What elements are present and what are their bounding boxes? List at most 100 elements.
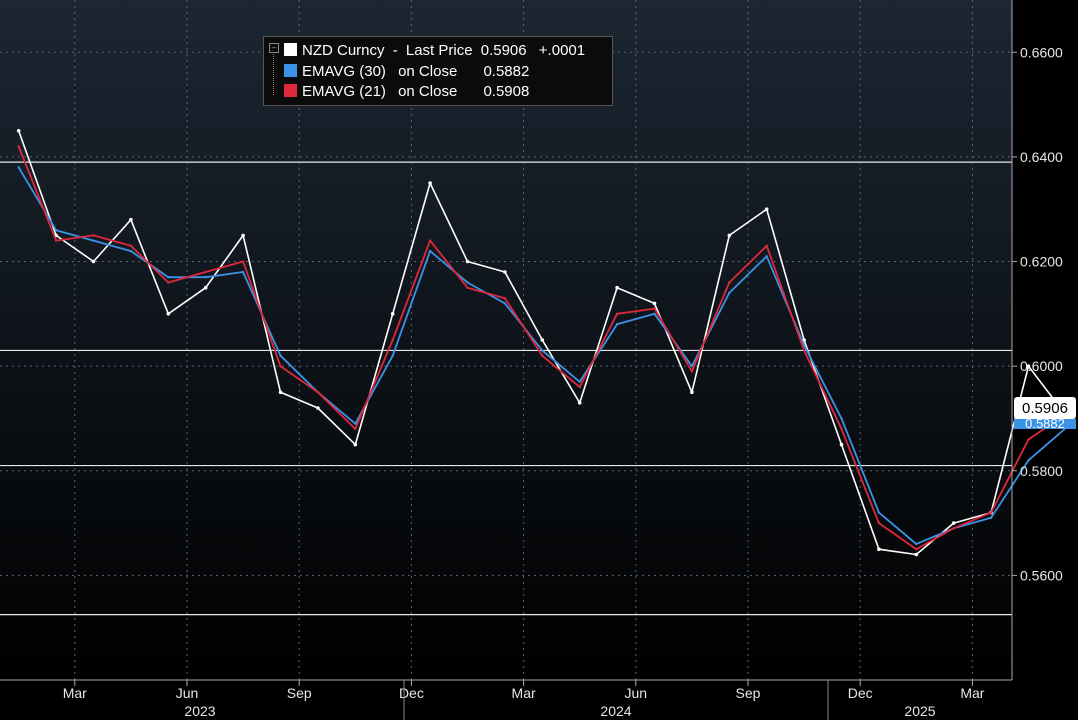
series-1-point-14: [541, 349, 544, 352]
series-0-point-20: [764, 207, 769, 211]
series-0-point-18: [690, 390, 694, 395]
series-1-point-23: [877, 511, 881, 514]
axes: [0, 0, 1013, 681]
legend-swatch-ema21: [284, 84, 297, 97]
x-tick-label-1: Jun: [176, 685, 199, 701]
series-1-point-5: [204, 276, 207, 279]
x-tick-labels: Mar Jun Sep Dec Mar Jun Sep Dec Mar 2023 2024 2025: [63, 680, 985, 720]
series-0-point-16: [615, 285, 619, 290]
series-1-point-20: [765, 255, 768, 258]
legend-collapse-icon[interactable]: –: [269, 43, 279, 53]
y-tick-label-2: 0.6000: [1020, 358, 1063, 374]
series-2-point-20: [765, 244, 768, 247]
series-2-point-6: [241, 260, 245, 263]
series-0-point-4: [166, 312, 171, 316]
series-2-point-15: [578, 385, 581, 389]
series-1-point-7: [279, 354, 282, 357]
series-1-point-6: [241, 270, 245, 274]
ema30-tag-label: 0.5882: [1025, 416, 1065, 431]
series-0-point-19: [727, 233, 732, 238]
series-0-point-9: [353, 442, 358, 447]
series-0-point-8: [316, 406, 320, 410]
series-0-point-27: [1026, 364, 1031, 369]
y-tick-label-1: 0.5800: [1020, 463, 1063, 479]
x-tick-label-6: Sep: [736, 685, 761, 701]
legend-price-label: NZD Curncy: [302, 42, 385, 59]
x-tick-label-7: Dec: [848, 685, 873, 701]
series-1-point-10: [391, 354, 394, 357]
series-0-point-24: [914, 552, 919, 557]
legend-swatch-ema30: [284, 64, 297, 77]
y-tick-label-0: 0.5600: [1020, 567, 1063, 583]
ema30-tag: [1014, 419, 1076, 429]
series-2-point-26: [989, 511, 993, 514]
series-0-point-23: [877, 547, 881, 551]
series-1-point-21: [802, 344, 806, 347]
series-0-point-2: [91, 259, 96, 264]
legend: – NZD Curncy - Last Price 0.5906 +.0001 …: [263, 36, 613, 106]
x-tick-label-2: Sep: [287, 685, 312, 701]
legend-swatch-price: [284, 43, 297, 56]
x-tick-label-5: Jun: [625, 685, 648, 701]
series-2-point-18: [690, 370, 694, 373]
series-layer: [16, 129, 1068, 557]
x-tick-label-4: Mar: [512, 685, 536, 701]
series-2-point-24: [915, 548, 918, 551]
series-2-point-7: [279, 365, 282, 368]
legend-ema21-field: on Close: [398, 83, 458, 100]
legend-price-value: 0.5906: [480, 42, 527, 59]
series-2-point-9: [354, 427, 357, 431]
legend-tree-line: [273, 45, 283, 95]
series-2-point-23: [877, 521, 881, 525]
y-tick-labels: 0.5600 0.5800 0.6000 0.6200 0.6400 0.6600: [1012, 44, 1063, 583]
legend-ema21-label: EMAVG (21): [302, 83, 386, 100]
year-label-1: 2024: [600, 703, 631, 719]
legend-row-ema21[interactable]: EMAVG (21) on Close 0.5908: [284, 82, 529, 102]
series-2-point-19: [728, 281, 731, 284]
series-0-point-7: [278, 390, 283, 395]
x-tick-label-8: Mar: [960, 685, 984, 701]
series-0-point-6: [241, 233, 245, 238]
series-0-point-3: [129, 217, 133, 222]
y-tick-label-5: 0.6600: [1020, 44, 1063, 60]
series-1-point-24: [915, 542, 918, 546]
series-2-point-4: [167, 281, 170, 284]
series-1-point-17: [653, 312, 656, 315]
series-2-point-16: [615, 312, 619, 315]
series-1-point-4: [167, 276, 170, 279]
series-2-point-21: [802, 349, 806, 352]
series-2-point-13: [503, 297, 507, 300]
last-price-tag-label: 0.5906: [1022, 400, 1068, 417]
plot-area: [0, 0, 1012, 680]
horizontal-levels: [0, 161, 1012, 616]
series-2-point-8: [316, 391, 320, 394]
series-2-point-2: [92, 234, 95, 237]
legend-row-ema30[interactable]: EMAVG (30) on Close 0.5882: [284, 62, 529, 82]
series-2-point-14: [541, 354, 544, 357]
series-1-point-2: [92, 239, 95, 242]
series-1-point-3: [129, 249, 133, 253]
y-tick-label-4: 0.6400: [1020, 149, 1063, 165]
series-0-point-12: [465, 259, 470, 264]
year-label-2: 2025: [904, 703, 935, 719]
legend-ema30-field: on Close: [398, 63, 458, 80]
series-1-point-22: [840, 417, 843, 420]
series-2-point-27: [1027, 438, 1030, 441]
series-2-point-22: [840, 427, 843, 431]
series-1-point-19: [728, 291, 731, 295]
series-2-point-3: [129, 244, 133, 247]
series-1-point-16: [615, 323, 619, 326]
legend-price-change: +.0001: [538, 42, 586, 59]
series-0-point-0: [16, 129, 21, 133]
series-0-point-11: [428, 181, 432, 185]
series-0-point-25: [951, 521, 956, 525]
series-0-point-17: [652, 301, 657, 306]
series-1-point-1: [54, 229, 58, 232]
legend-price-field: Last Price: [405, 42, 473, 59]
x-tick-label-0: Mar: [63, 685, 87, 701]
series-0-point-22: [839, 442, 844, 447]
legend-row-price[interactable]: NZD Curncy - Last Price 0.5906 +.0001: [284, 41, 585, 61]
series-2-point-25: [952, 527, 955, 530]
